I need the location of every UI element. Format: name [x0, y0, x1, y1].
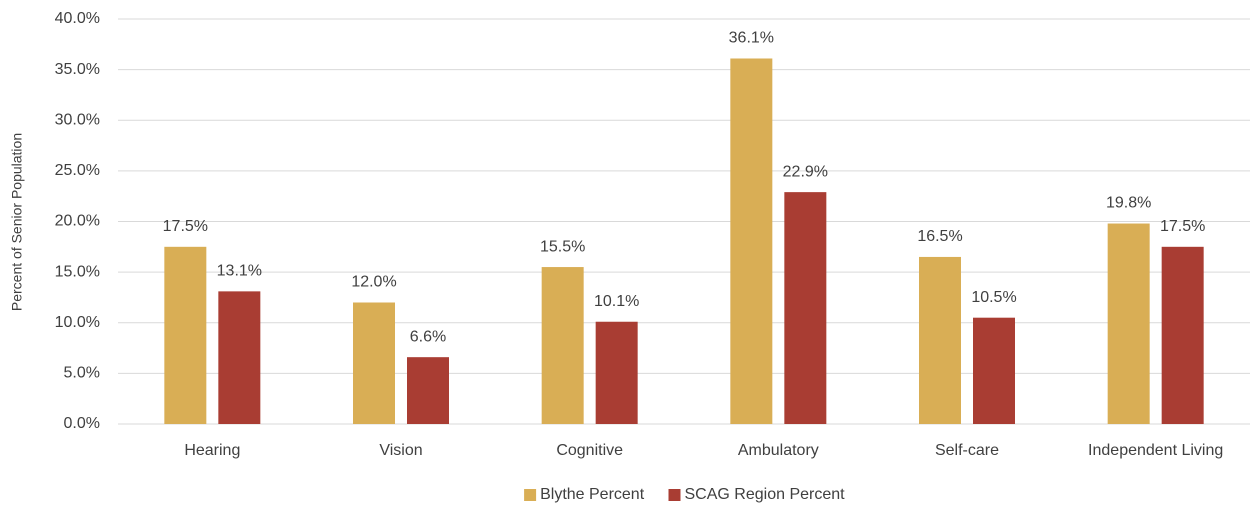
legend-label: SCAG Region Percent — [685, 486, 846, 503]
value-label: 36.1% — [729, 30, 774, 47]
x-tick-label: Ambulatory — [738, 442, 819, 459]
bar — [353, 302, 395, 424]
value-label: 22.9% — [783, 163, 828, 180]
x-tick-label: Self-care — [935, 442, 999, 459]
value-label: 19.8% — [1106, 195, 1151, 212]
legend-label: Blythe Percent — [540, 486, 645, 503]
y-tick-label: 20.0% — [55, 213, 100, 230]
value-label: 17.5% — [1160, 218, 1205, 235]
bar — [595, 321, 638, 424]
bar — [730, 58, 773, 425]
value-label: 15.5% — [540, 238, 585, 255]
y-tick-label: 30.0% — [55, 111, 100, 128]
y-tick-label: 5.0% — [64, 365, 100, 382]
bar — [541, 267, 584, 424]
x-tick-label: Cognitive — [556, 442, 623, 459]
value-label: 6.6% — [410, 328, 446, 345]
bar — [164, 246, 207, 424]
bar — [784, 192, 827, 424]
value-label: 10.5% — [971, 289, 1016, 306]
y-tick-label: 0.0% — [64, 415, 100, 432]
legend-swatch — [668, 489, 681, 501]
value-label: 10.1% — [594, 293, 639, 310]
bar — [407, 357, 449, 424]
value-label: 17.5% — [163, 218, 208, 235]
value-label: 16.5% — [917, 228, 962, 245]
value-label: 12.0% — [351, 274, 396, 291]
y-tick-label: 15.0% — [55, 263, 100, 280]
bar — [973, 317, 1015, 424]
bar — [919, 256, 961, 424]
y-axis-title: Percent of Senior Population — [9, 133, 25, 311]
x-tick-label: Hearing — [184, 442, 240, 459]
bar — [1161, 246, 1204, 424]
value-label: 13.1% — [217, 263, 262, 280]
bar — [1107, 223, 1150, 424]
x-tick-label: Independent Living — [1088, 442, 1223, 459]
y-tick-label: 40.0% — [55, 10, 100, 27]
y-tick-label: 10.0% — [55, 314, 100, 331]
legend-swatch — [524, 489, 537, 501]
y-tick-label: 35.0% — [55, 61, 100, 78]
bar — [218, 291, 261, 424]
x-tick-label: Vision — [379, 442, 422, 459]
y-tick-label: 25.0% — [55, 162, 100, 179]
